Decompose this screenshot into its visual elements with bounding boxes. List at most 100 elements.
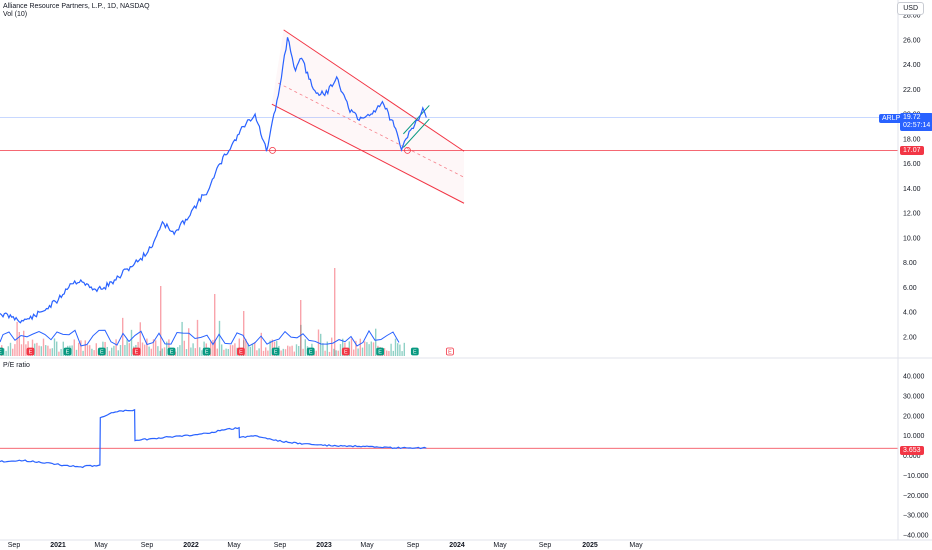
volume-bar [350, 338, 353, 356]
volume-bar [326, 341, 328, 356]
volume-bar [251, 343, 254, 356]
pe-series-line [0, 408, 427, 469]
earnings-marker-letter: E [378, 350, 382, 356]
volume-bar [394, 338, 397, 356]
volume-bar [161, 348, 163, 356]
price-tick-label: 16.00 [903, 161, 921, 168]
volume-indicator-label: Vol (10) [3, 11, 28, 18]
volume-ma-line [0, 329, 400, 347]
volume-bar [62, 341, 64, 356]
volume-bar [20, 344, 23, 356]
volume-bar [337, 350, 339, 356]
earnings-marker: E [167, 347, 176, 356]
volume-bar [9, 342, 12, 356]
volume-bar [106, 346, 108, 356]
volume-bar [84, 340, 86, 356]
channel-fill [271, 29, 465, 204]
volume-bar [214, 339, 216, 356]
price-tick-label: 22.00 [903, 87, 921, 94]
time-tick-label: May [629, 542, 643, 549]
volume-bar [73, 339, 75, 356]
earnings-marker-box [306, 347, 315, 356]
volume-bar [366, 342, 368, 356]
volume-bar [357, 348, 359, 356]
earnings-marker-box [237, 347, 245, 356]
volume-bar [60, 348, 62, 356]
pe-tick-label: 30.000 [903, 393, 925, 400]
volume-bar [269, 340, 271, 356]
volume-bar [260, 332, 262, 356]
earnings-marker-box [63, 347, 72, 356]
volume-bar [179, 345, 181, 356]
volume-bar [331, 337, 333, 356]
volume-bar [390, 343, 392, 356]
volume-bar [339, 344, 342, 356]
earnings-marker-box [410, 347, 419, 356]
price-tick-label: 4.00 [903, 310, 917, 317]
pe-tick-label: 10.000 [903, 433, 925, 440]
earnings-marker-letter: E [309, 350, 313, 356]
volume-bar [403, 342, 405, 356]
currency-button[interactable]: USD [897, 2, 924, 15]
earnings-marker-letter: E [413, 350, 417, 356]
volume-bar [155, 340, 157, 356]
volume-bar [249, 346, 251, 356]
volume-pane: EEEEEEEEEEEEEE [0, 268, 454, 356]
channel-lower-line [271, 103, 465, 204]
volume-bar [355, 340, 357, 356]
volume-bar [122, 317, 124, 356]
volume-bar [333, 348, 335, 356]
volume-bar [368, 344, 370, 356]
earnings-marker-box [341, 347, 350, 356]
volume-bar [152, 339, 155, 356]
volume-bar [144, 344, 146, 356]
earnings-marker: E [63, 347, 72, 356]
volume-bar [214, 294, 216, 356]
volume-bar [115, 339, 117, 356]
volume-bar [194, 348, 196, 356]
earnings-marker-box [167, 347, 176, 356]
pe-ratio-label: P/E ratio [3, 362, 30, 369]
volume-bar [401, 351, 403, 356]
volume-bar [324, 350, 326, 356]
earnings-marker-letter: E [239, 350, 243, 356]
price-tick-label: 28.00 [903, 13, 921, 20]
earnings-marker: E [132, 347, 141, 356]
volume-bar [40, 346, 42, 356]
earnings-marker-box [26, 347, 35, 356]
chart-title: Alliance Resource Partners, L.P., 1D, NA… [3, 3, 150, 10]
volume-bar [78, 342, 80, 356]
level-touch-circle [404, 146, 411, 154]
volume-bar [160, 286, 162, 356]
volume-bar [174, 351, 177, 356]
earnings-marker-letter: E [170, 350, 174, 356]
volume-bar [89, 345, 91, 356]
volume-bar [199, 347, 201, 356]
volume-bar [25, 344, 27, 356]
volume-bar [51, 348, 53, 356]
volume-bar [185, 349, 188, 356]
volume-bar [372, 342, 375, 356]
channel-mid-line [278, 82, 465, 178]
volume-bar [295, 344, 298, 356]
earnings-marker-letter: E [100, 350, 104, 356]
volume-bar [300, 300, 302, 356]
price-pane[interactable] [0, 29, 898, 324]
pe-ratio-pane[interactable] [0, 408, 898, 469]
volume-bar [124, 345, 126, 356]
volume-bar [111, 347, 113, 356]
volume-bar [181, 321, 183, 356]
volume-bar [201, 350, 203, 356]
volume-bar [234, 343, 236, 356]
volume-bar [126, 339, 128, 356]
pe-tick-label: −20.000 [903, 493, 929, 500]
pe-tick-label: 0.000 [903, 453, 921, 460]
volume-bar [108, 350, 111, 356]
earnings-marker: E [341, 347, 350, 356]
volume-bar [287, 345, 289, 356]
price-tick-label: 24.00 [903, 62, 921, 69]
time-tick-label: 2025 [582, 542, 598, 549]
volume-bar [210, 341, 212, 356]
volume-bar [216, 348, 218, 356]
